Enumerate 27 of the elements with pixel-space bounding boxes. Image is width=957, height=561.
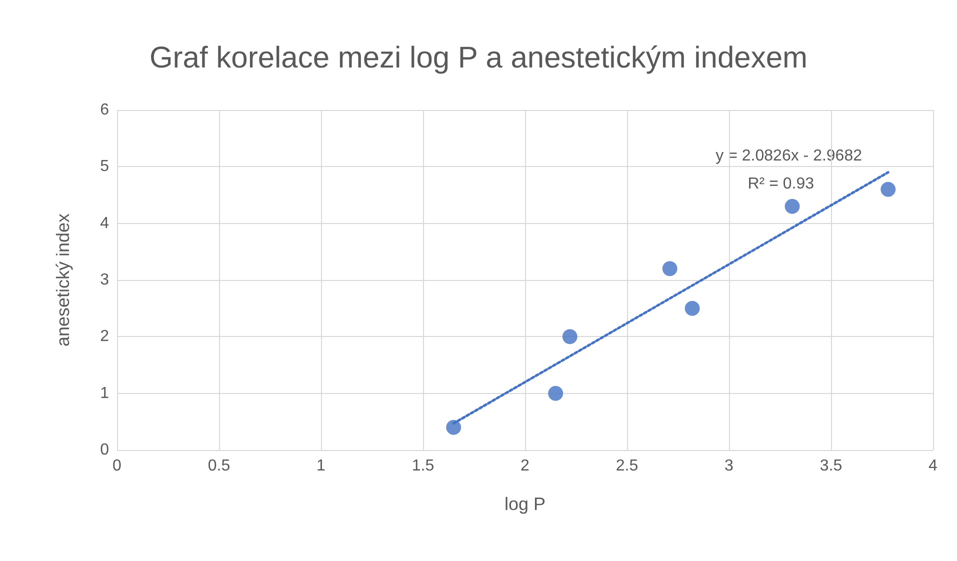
y-tick-label: 1 — [100, 384, 110, 402]
x-tick-label: 3 — [724, 458, 734, 474]
x-tick-label: 2.5 — [616, 458, 638, 474]
annotation: R² = 0.93 — [748, 176, 814, 192]
x-tick-label: 3.5 — [820, 458, 842, 474]
point — [684, 300, 700, 316]
x-axis-title: log P — [504, 494, 546, 514]
point — [548, 386, 564, 401]
point — [784, 198, 800, 214]
chart-title: Graf korelace mezi log P a anestetickým indexem — [149, 42, 808, 74]
x-tick-label: 1.5 — [412, 458, 434, 474]
point — [662, 261, 678, 276]
y-tick-label: 4 — [100, 214, 110, 232]
y-tick-label: 2 — [100, 328, 110, 346]
point — [446, 420, 462, 435]
x-tick-label: 0 — [112, 458, 122, 474]
x-tick-label: 1 — [316, 458, 326, 474]
y-tick-label: 6 — [100, 102, 110, 118]
x-tick-label: 4 — [928, 458, 938, 474]
y-tick-label: 0 — [100, 442, 110, 458]
x-tick-label: 2 — [520, 458, 530, 474]
y-tick-label: 3 — [100, 272, 110, 288]
y-tick-label: 5 — [100, 158, 110, 176]
point — [880, 182, 896, 197]
x-tick-label: 0.5 — [208, 458, 230, 474]
y-axis-title: anesetický index — [53, 213, 73, 347]
point — [562, 329, 578, 344]
